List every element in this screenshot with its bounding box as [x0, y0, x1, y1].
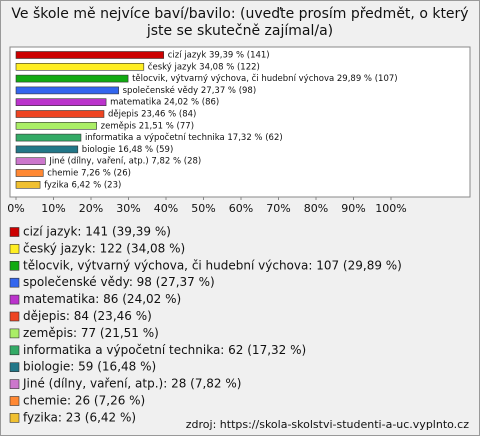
x-tick-label: 0% — [7, 202, 24, 215]
x-tick-label: 50% — [191, 202, 215, 215]
legend-label: fyzika: 23 (6,42 %) — [23, 410, 136, 424]
legend-swatch — [9, 277, 20, 288]
legend-label: matematika: 86 (24,02 %) — [23, 292, 181, 306]
legend-swatch — [9, 379, 20, 389]
bar-label: fyzika 6,42 % (23) — [44, 180, 121, 190]
bar-label: společenské vědy 27,37 % (98) — [123, 85, 257, 96]
legend-swatch — [9, 227, 20, 237]
bar-label: tělocvik, výtvarný výchova, či hudební v… — [132, 73, 398, 84]
legend-label: biologie: 59 (16,48 %) — [23, 360, 156, 374]
chart-title: Ve škole mě nejvíce baví/bavilo: (uveďte… — [11, 6, 469, 39]
legend-label: dějepis: 84 (23,46 %) — [23, 309, 152, 323]
bar-label: zeměpis 21,51 % (77) — [101, 121, 194, 131]
legend-swatch — [9, 362, 20, 373]
x-tick-label: 90% — [341, 202, 365, 215]
legend-swatch — [9, 260, 20, 271]
bar — [15, 133, 82, 142]
legend-label: cizí jazyk: 141 (39,39 %) — [23, 225, 171, 239]
legend-swatch — [9, 345, 20, 356]
x-tick-label: 10% — [41, 202, 65, 215]
bar — [15, 62, 145, 71]
bar-label: český jazyk 34,08 % (122) — [148, 61, 260, 72]
x-tick-label: 30% — [116, 202, 140, 215]
legend-label: informatika a výpočetní technika: 62 (17… — [23, 343, 306, 357]
bar — [15, 181, 41, 189]
legend-swatch — [9, 294, 20, 305]
bar — [15, 98, 107, 106]
legend-swatch — [9, 328, 20, 339]
legend-label: zeměpis: 77 (21,51 %) — [23, 326, 159, 340]
bar-label: dějepis 23,46 % (84) — [108, 110, 196, 120]
bar-label: Jiné (dílny, vaření, atp.) 7,82 % (28) — [48, 156, 201, 167]
bar — [15, 110, 105, 118]
x-tick-label: 40% — [154, 202, 178, 215]
bar-label: matematika 24,02 % (86) — [110, 98, 219, 108]
legend-label: tělocvik, výtvarný výchova, či hudební v… — [23, 258, 402, 272]
x-tick-label: 80% — [304, 202, 328, 215]
x-tick-label: 100% — [375, 202, 406, 215]
legend-label: Jiné (dílny, vaření, atp.): 28 (7,82 %) — [22, 377, 241, 391]
bar — [15, 86, 119, 95]
source: zdroj: https://skola-skolstvi-studenti-a… — [186, 418, 469, 431]
bar — [15, 169, 44, 177]
legend-swatch — [9, 396, 20, 406]
legend-label: český jazyk: 122 (34,08 %) — [23, 241, 185, 255]
bar-label: cizí jazyk 39,39 % (141) — [168, 51, 270, 61]
bar-label: informatika a výpočetní technika 17,32 %… — [85, 132, 283, 143]
legend-swatch — [9, 413, 20, 423]
bar — [15, 122, 97, 130]
plot-area — [9, 46, 471, 198]
x-tick-label: 20% — [79, 202, 103, 215]
legend-swatch — [9, 244, 20, 254]
bar-label: chemie 7,26 % (26) — [47, 169, 131, 179]
bar-label: biologie 16,48 % (59) — [82, 145, 173, 155]
x-tick-label: 60% — [229, 202, 253, 215]
bar — [15, 157, 46, 165]
bar — [15, 74, 129, 83]
bar — [15, 51, 165, 59]
legend-label: společenské vědy: 98 (27,37 %) — [23, 275, 215, 289]
legend-swatch — [9, 311, 20, 322]
bar — [15, 145, 79, 154]
legend-label: chemie: 26 (7,26 %) — [23, 394, 145, 408]
x-tick-label: 70% — [266, 202, 290, 215]
